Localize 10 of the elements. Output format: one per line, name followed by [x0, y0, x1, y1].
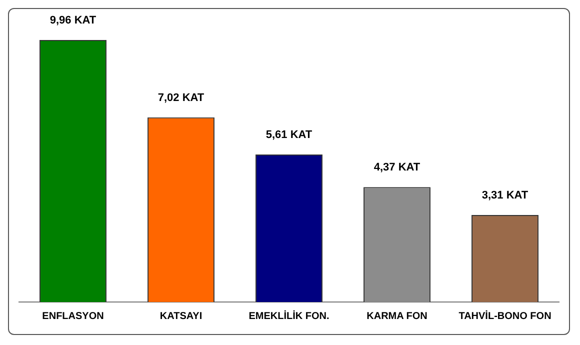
- x-tick-label: ENFLASYON: [42, 310, 104, 322]
- x-tick-label: EMEKLİLİK FON.: [248, 310, 330, 322]
- data-label: 7,02 KAT: [158, 92, 204, 104]
- data-label: 4,37 KAT: [374, 162, 420, 174]
- x-tick-label: TAHVİL-BONO FON: [458, 310, 552, 322]
- data-label: 9,96 KAT: [50, 14, 96, 27]
- x-tick-label: KARMA FON: [366, 310, 428, 322]
- data-label: 5,61 KAT: [266, 128, 312, 141]
- data-label: 3,31 KAT: [482, 189, 528, 202]
- x-tick-label: KATSAYI: [160, 310, 202, 322]
